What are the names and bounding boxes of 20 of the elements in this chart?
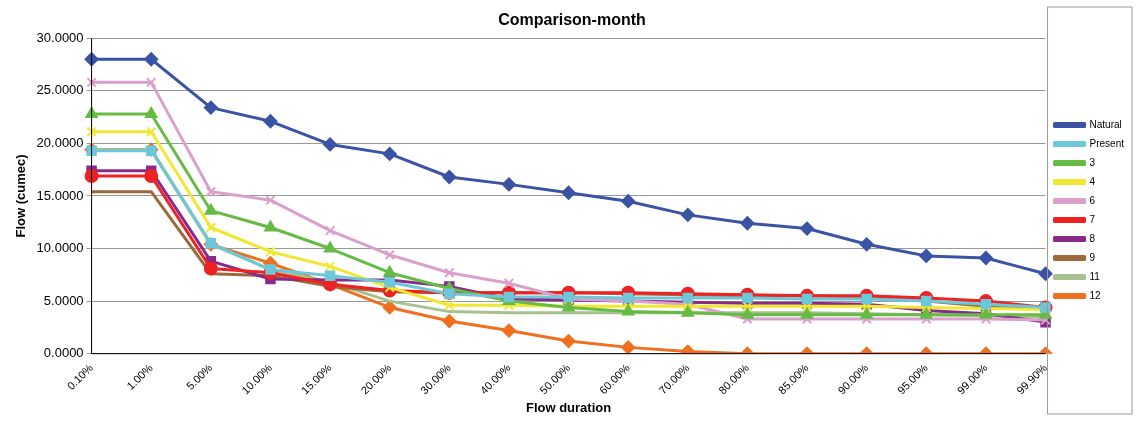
legend-label: 7 bbox=[1089, 213, 1096, 225]
x-axis-title: Flow duration bbox=[525, 399, 612, 415]
y-tick-label: 20.0000 bbox=[36, 134, 84, 150]
legend-label: 3 bbox=[1089, 156, 1096, 168]
legend-label: Natural bbox=[1089, 118, 1122, 130]
chart-title: Comparison-month bbox=[498, 11, 646, 29]
y-axis-title: Flow (cumec) bbox=[13, 154, 29, 238]
y-tick-label: 0.0000 bbox=[43, 345, 84, 361]
y-tick-label: 30.0000 bbox=[36, 29, 84, 45]
legend-label: 6 bbox=[1089, 194, 1096, 206]
legend-label: 12 bbox=[1089, 289, 1102, 301]
legend-label: 4 bbox=[1089, 175, 1096, 187]
legend-label: 11 bbox=[1089, 270, 1101, 282]
y-tick-label: 25.0000 bbox=[36, 82, 84, 98]
legend-label: 9 bbox=[1089, 251, 1096, 263]
y-tick-label: 5.0000 bbox=[43, 292, 84, 308]
legend-label: 8 bbox=[1089, 232, 1096, 244]
y-tick-label: 15.0000 bbox=[36, 187, 84, 203]
y-tick-label: 10.0000 bbox=[36, 240, 84, 256]
legend-label: Present bbox=[1089, 137, 1125, 149]
